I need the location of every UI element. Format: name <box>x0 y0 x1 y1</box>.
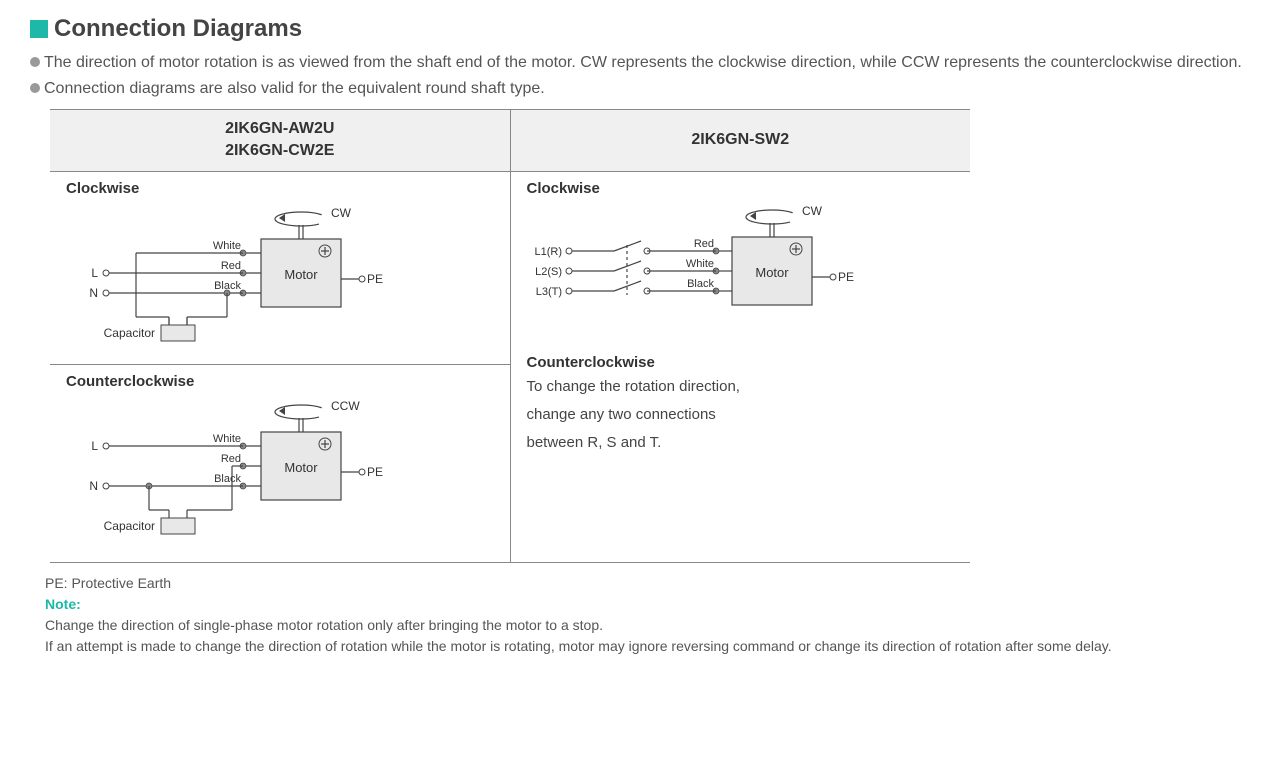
label-clockwise: Clockwise <box>527 180 955 197</box>
page-title: Connection Diagrams <box>54 15 302 43</box>
pe-definition: PE: Protective Earth <box>45 573 1250 594</box>
diagram-table: 2IK6GN-AW2U 2IK6GN-CW2E 2IK6GN-SW2 Clock… <box>50 109 970 563</box>
footer: PE: Protective Earth Note: Change the di… <box>45 573 1250 657</box>
bullet-dot <box>30 83 40 93</box>
svg-text:L3(T): L3(T) <box>535 286 561 298</box>
svg-text:Capacitor: Capacitor <box>104 326 155 340</box>
header-col2: 2IK6GN-SW2 <box>510 110 970 172</box>
label-counterclockwise: Counterclockwise <box>66 373 494 390</box>
bullet-text: Connection diagrams are also valid for t… <box>44 77 1250 101</box>
svg-text:PE: PE <box>838 270 854 284</box>
svg-text:CW: CW <box>331 206 352 220</box>
svg-text:Black: Black <box>214 473 241 485</box>
note-label: Note: <box>45 596 81 612</box>
svg-text:N: N <box>89 479 98 493</box>
header-col2-text: 2IK6GN-SW2 <box>691 131 789 148</box>
diagram-single-cw: MotorPECWWhiteRedBlackLNCapacitor <box>66 201 406 356</box>
label-clockwise: Clockwise <box>66 180 494 197</box>
svg-text:Red: Red <box>693 238 713 250</box>
diagram-three-cw: Motor PE CW Red White Black L1(R) L2(S) L3(T) <box>527 201 867 336</box>
svg-text:White: White <box>213 433 241 445</box>
header-col1: 2IK6GN-AW2U 2IK6GN-CW2E <box>50 110 510 172</box>
bullet-text: The direction of motor rotation is as vi… <box>44 51 1250 75</box>
svg-text:Red: Red <box>221 453 241 465</box>
svg-text:Motor: Motor <box>284 460 318 475</box>
note-line-1: Change the direction of single-phase mot… <box>45 615 1250 636</box>
header-col1-line2: 2IK6GN-CW2E <box>225 142 334 159</box>
diagram-single-ccw: Motor PE CCW White Red Black L N Capacitor <box>66 394 406 554</box>
svg-text:L: L <box>91 266 98 280</box>
header-col1-line1: 2IK6GN-AW2U <box>225 120 334 137</box>
svg-text:Motor: Motor <box>755 265 789 280</box>
svg-text:Red: Red <box>221 260 241 272</box>
ccw-note-3: between R, S and T. <box>527 431 955 455</box>
svg-text:CCW: CCW <box>331 399 360 413</box>
ccw-note-2: change any two connections <box>527 403 955 427</box>
svg-text:Black: Black <box>687 278 714 290</box>
cell-single-cw: Clockwise MotorPECWWhiteRedBlackLNCapaci… <box>50 171 510 364</box>
svg-text:White: White <box>685 258 713 270</box>
title-row: Connection Diagrams <box>30 15 1250 43</box>
bullet-1: The direction of motor rotation is as vi… <box>30 51 1250 75</box>
ccw-note-1: To change the rotation direction, <box>527 375 955 399</box>
cell-three-phase: Clockwise Motor PE CW Red White Black L1(R) L2(… <box>510 171 970 562</box>
svg-text:Motor: Motor <box>284 267 318 282</box>
svg-text:L2(S): L2(S) <box>535 266 562 278</box>
svg-text:White: White <box>213 240 241 252</box>
bullet-dot <box>30 57 40 67</box>
svg-text:Capacitor: Capacitor <box>104 519 155 533</box>
bullet-2: Connection diagrams are also valid for t… <box>30 77 1250 101</box>
svg-text:CW: CW <box>802 204 823 218</box>
note-line-2: If an attempt is made to change the dire… <box>45 636 1250 657</box>
title-marker <box>30 20 48 38</box>
label-counterclockwise: Counterclockwise <box>527 354 955 371</box>
svg-text:PE: PE <box>367 465 383 479</box>
svg-text:N: N <box>89 286 98 300</box>
svg-text:PE: PE <box>367 272 383 286</box>
svg-text:L: L <box>91 439 98 453</box>
cell-single-ccw: Counterclockwise Motor PE CCW White Red Black… <box>50 364 510 562</box>
svg-text:L1(R): L1(R) <box>534 246 562 258</box>
